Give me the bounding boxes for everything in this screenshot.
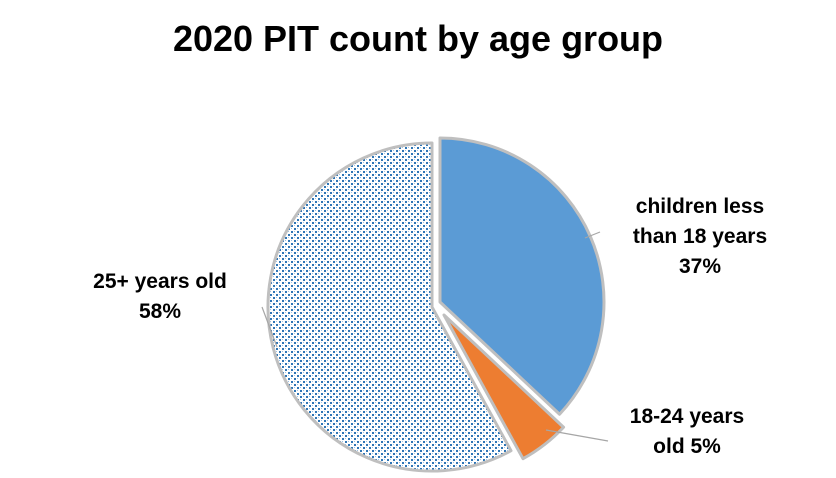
- data-label-18-24-line2: old 5%: [653, 435, 721, 458]
- data-label-children: children less than 18 years 37%: [600, 192, 800, 282]
- data-label-children-line1: children less: [635, 195, 765, 218]
- pie-slices: [266, 136, 606, 473]
- pie-slice-25plus: [266, 141, 513, 473]
- leader-line-children: [584, 231, 601, 239]
- data-label-25plus-line2: 58%: [138, 300, 182, 323]
- data-label-children-line3: 37%: [678, 255, 722, 278]
- chart-title: 2020 PIT count by age group: [172, 18, 664, 59]
- pie-slice-children: [438, 136, 606, 416]
- data-label-25plus: 25+ years old 58%: [60, 267, 260, 327]
- leader-lines: [261, 231, 609, 442]
- leader-line-18-24: [545, 429, 609, 442]
- leader-line-25plus: [261, 306, 278, 348]
- data-label-18-24-line1: 18-24 years: [629, 405, 745, 428]
- data-label-children-line2: than 18 years: [632, 225, 768, 248]
- data-label-18-24: 18-24 years old 5%: [612, 402, 762, 462]
- data-label-25plus-line1: 25+ years old: [93, 270, 227, 293]
- pie-slice-18-24: [442, 313, 566, 461]
